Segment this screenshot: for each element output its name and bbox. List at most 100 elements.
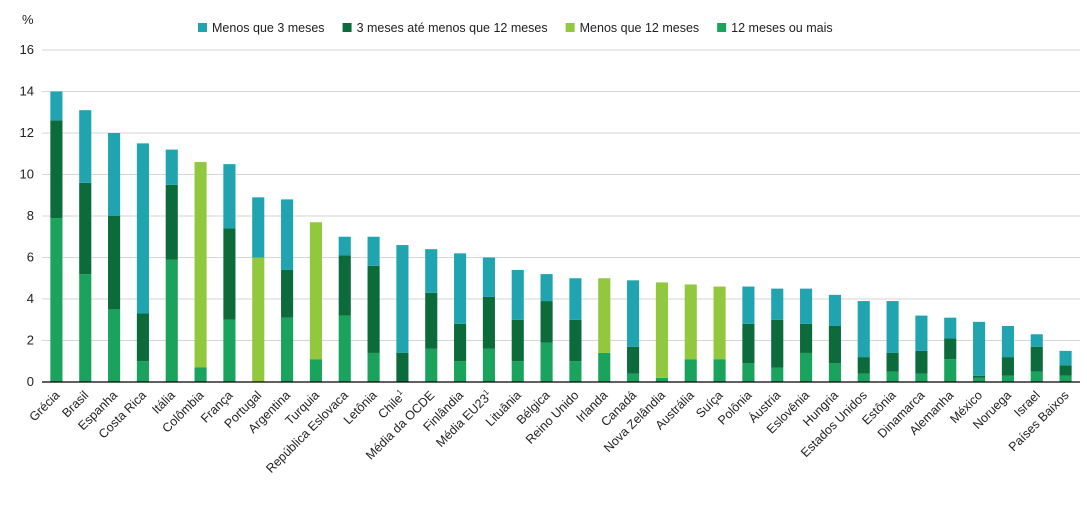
bar-segment: [1001, 357, 1014, 376]
bar-segment: [367, 236, 380, 266]
bar-segment: [252, 197, 265, 258]
legend-label: Menos que 12 meses: [580, 21, 700, 35]
legend-item: Menos que 12 meses: [565, 21, 700, 35]
bar-segment: [136, 361, 149, 382]
bar-segment: [771, 288, 784, 320]
bar-segment: [367, 265, 380, 353]
bar-segment: [973, 321, 986, 376]
bar-segment: [108, 133, 121, 216]
bar-segment: [655, 282, 668, 378]
bar-segment: [223, 164, 236, 229]
bar-segment: [165, 184, 178, 260]
bar-segment: [540, 301, 553, 343]
legend-label: Menos que 3 meses: [212, 21, 325, 35]
bar-segment: [627, 280, 640, 347]
grid-layer: [42, 49, 1080, 341]
bar-segment: [598, 278, 611, 353]
bar-segment: [569, 319, 582, 362]
y-tick-label: 12: [20, 125, 34, 140]
y-tick-label: 0: [27, 374, 34, 389]
bar-segment: [194, 367, 207, 382]
x-tick-footnote: 1: [395, 387, 405, 397]
bar-segment: [281, 317, 294, 382]
bar-segment: [1030, 334, 1043, 347]
bar-segment: [1001, 375, 1014, 382]
legend-swatch: [342, 23, 352, 32]
bar-segment: [973, 375, 986, 378]
bar-segment: [454, 323, 467, 362]
legend-item: 3 meses até menos que 12 meses: [342, 21, 548, 35]
bar-segment: [79, 274, 92, 382]
bar-segment: [511, 319, 524, 362]
bar-segment: [136, 313, 149, 362]
bar-segment: [136, 143, 149, 314]
bar-segment: [944, 317, 957, 339]
bar-segment: [223, 319, 236, 382]
bar-segment: [425, 249, 438, 293]
bar-segment: [50, 120, 63, 219]
y-tick-label: 16: [20, 42, 34, 57]
y-axis-unit-label: %: [22, 12, 34, 27]
bar-segment: [828, 363, 841, 382]
bar-segment: [79, 182, 92, 275]
bar-segment: [338, 255, 351, 316]
bar-segment: [655, 377, 668, 382]
bar-segment: [511, 269, 524, 320]
bar-segment: [886, 301, 899, 353]
y-tick-label: 2: [27, 333, 34, 348]
bar-segment: [1030, 346, 1043, 372]
bar-segment: [79, 110, 92, 183]
bar-segment: [800, 352, 813, 382]
bar-segment: [482, 296, 495, 349]
bar-segment: [1059, 350, 1072, 366]
bar-segment: [742, 323, 755, 364]
bar-segment: [915, 315, 928, 351]
bar-segment: [944, 338, 957, 360]
legend-item: 12 meses ou mais: [717, 21, 833, 35]
bar-segment: [800, 288, 813, 324]
bar-segment: [425, 292, 438, 349]
bar-segment: [309, 359, 322, 382]
bar-segment: [1059, 375, 1072, 382]
y-tick-label: 10: [20, 167, 34, 182]
bar-segment: [309, 222, 322, 360]
bars-layer: [50, 91, 1072, 382]
legend: Menos que 3 meses 3 meses até menos que 1…: [198, 21, 833, 35]
bar-segment: [857, 357, 870, 374]
bar-segment: [108, 216, 121, 310]
bar-segment: [742, 286, 755, 324]
bar-segment: [425, 348, 438, 382]
bar-segment: [1059, 365, 1072, 376]
bar-segment: [915, 373, 928, 382]
legend-label: 3 meses até menos que 12 meses: [357, 21, 548, 35]
legend-swatch: [565, 23, 575, 32]
bar-segment: [627, 373, 640, 382]
y-tick-label: 14: [20, 84, 34, 99]
legend-swatch: [717, 23, 727, 32]
bar-segment: [771, 319, 784, 368]
bar-segment: [684, 284, 697, 360]
y-tick-label: 8: [27, 208, 34, 223]
bar-segment: [569, 361, 582, 382]
bar-segment: [281, 199, 294, 270]
bar-segment: [684, 359, 697, 382]
x-tick-footnote: 1: [481, 387, 491, 397]
bar-segment: [50, 91, 63, 121]
legend-swatch: [198, 23, 207, 32]
legend-item: Menos que 3 meses: [198, 21, 325, 35]
bar-segment: [367, 352, 380, 382]
y-tick-label: 4: [27, 291, 34, 306]
bar-segment: [338, 315, 351, 382]
bar-segment: [482, 348, 495, 382]
bar-segment: [742, 363, 755, 382]
bar-segment: [598, 352, 611, 382]
bar-segment: [511, 361, 524, 382]
bar-segment: [828, 325, 841, 364]
bar-segment: [252, 257, 265, 382]
bar-segment: [165, 149, 178, 185]
bar-segment: [108, 309, 121, 382]
bar-segment: [338, 236, 351, 256]
